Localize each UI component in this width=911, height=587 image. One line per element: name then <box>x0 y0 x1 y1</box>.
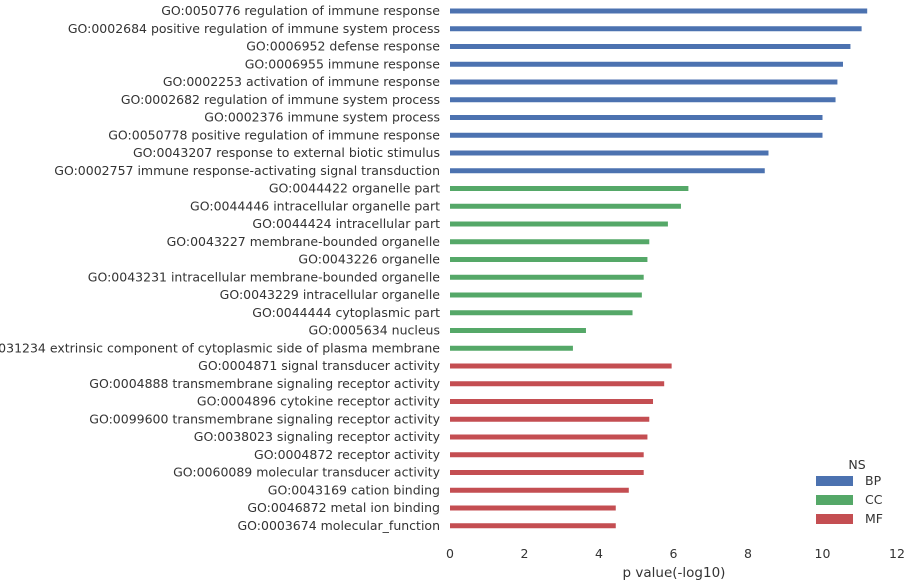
bar-cc <box>450 186 689 191</box>
category-label: GO:0043226 organelle <box>298 252 440 267</box>
legend: NS BP CC MF <box>816 457 883 526</box>
x-tick-label: 0 <box>446 546 454 561</box>
category-labels: GO:0050776 regulation of immune response… <box>0 3 441 533</box>
category-label: GO:0046872 metal ion binding <box>247 500 440 515</box>
bar-mf <box>450 399 654 404</box>
bar-mf <box>450 416 650 422</box>
bar-bp <box>450 132 823 138</box>
bar-mf <box>450 434 648 440</box>
legend-swatch-cc <box>816 495 853 505</box>
bar-cc <box>450 257 648 262</box>
bar-bp <box>450 8 868 14</box>
bar-bp <box>450 61 843 67</box>
x-axis-title: p value(-log10) <box>623 565 726 581</box>
bar-mf <box>450 470 644 475</box>
category-label: GO:0050778 positive regulation of immune… <box>108 127 440 142</box>
bar-cc <box>450 221 668 227</box>
bar-cc <box>450 292 642 298</box>
category-label: GO:0060089 molecular transducer activity <box>173 465 441 480</box>
bar-cc <box>450 345 573 351</box>
legend-title: NS <box>848 457 865 472</box>
bar-mf <box>450 381 665 387</box>
category-label: GO:0006952 defense response <box>246 39 440 54</box>
category-label: GO:0002682 regulation of immune system p… <box>121 92 440 107</box>
category-label: GO:0002253 activation of immune response <box>163 74 440 89</box>
x-tick-label: 2 <box>521 546 529 561</box>
category-label: GO:0002757 immune response-activating si… <box>54 163 440 178</box>
category-label: GO:0002376 immune system process <box>204 110 440 125</box>
category-label: GO:0006955 immune response <box>245 56 441 71</box>
category-label: GO:0038023 signaling receptor activity <box>194 429 441 444</box>
category-label: GO:0004872 receptor activity <box>254 447 441 462</box>
x-tick-label: 6 <box>670 546 678 561</box>
bar-bp <box>450 168 765 174</box>
category-label: GO:0050776 regulation of immune response <box>161 3 440 18</box>
bars-layer <box>450 8 868 529</box>
bar-cc <box>450 203 681 209</box>
category-label: GO:0044422 organelle part <box>269 181 440 196</box>
category-label: GO:0031234 extrinsic component of cytopl… <box>0 340 440 355</box>
category-label: GO:0005634 nucleus <box>309 323 440 338</box>
legend-swatch-mf <box>816 514 853 524</box>
category-label: GO:0043231 intracellular membrane-bounde… <box>88 269 441 284</box>
category-label: GO:0043169 cation binding <box>268 482 440 497</box>
x-tick-label: 4 <box>595 546 603 561</box>
category-label: GO:0004888 transmembrane signaling recep… <box>89 376 440 391</box>
category-label: GO:0004871 signal transducer activity <box>198 358 440 373</box>
x-tick-label: 12 <box>889 546 905 561</box>
bar-bp <box>450 26 862 32</box>
category-label: GO:0043227 membrane-bounded organelle <box>167 234 441 249</box>
category-label: GO:0004896 cytokine receptor activity <box>197 394 441 409</box>
bar-mf <box>450 523 616 529</box>
bar-cc <box>450 274 644 280</box>
bar-bp <box>450 150 769 156</box>
bar-bp <box>450 97 836 103</box>
category-label: GO:0044444 cytoplasmic part <box>252 305 440 320</box>
legend-label-mf: MF <box>865 511 883 526</box>
legend-label-cc: CC <box>865 492 883 507</box>
bar-cc <box>450 239 650 245</box>
bar-mf <box>450 363 672 369</box>
category-label: GO:0044424 intracellular part <box>252 216 440 231</box>
legend-swatch-bp <box>816 476 853 486</box>
bar-mf <box>450 452 644 458</box>
x-axis: 0 2 4 6 8 10 12 <box>446 546 905 561</box>
bar-cc <box>450 310 633 316</box>
bar-mf <box>450 505 616 511</box>
legend-label-bp: BP <box>865 473 882 488</box>
bar-bp <box>450 79 838 85</box>
bar-mf <box>450 487 629 493</box>
category-label: GO:0099600 transmembrane signaling recep… <box>89 411 440 426</box>
bar-cc <box>450 328 586 333</box>
category-label: GO:0003674 molecular_function <box>237 518 440 533</box>
x-tick-label: 10 <box>815 546 831 561</box>
category-label: GO:0002684 positive regulation of immune… <box>68 21 440 36</box>
x-tick-label: 8 <box>744 546 752 561</box>
bar-bp <box>450 44 851 49</box>
category-label: GO:0043229 intracellular organelle <box>220 287 441 302</box>
category-label: GO:0043207 response to external biotic s… <box>133 145 440 160</box>
category-label: GO:0044446 intracellular organelle part <box>190 198 440 213</box>
bar-bp <box>450 115 823 120</box>
